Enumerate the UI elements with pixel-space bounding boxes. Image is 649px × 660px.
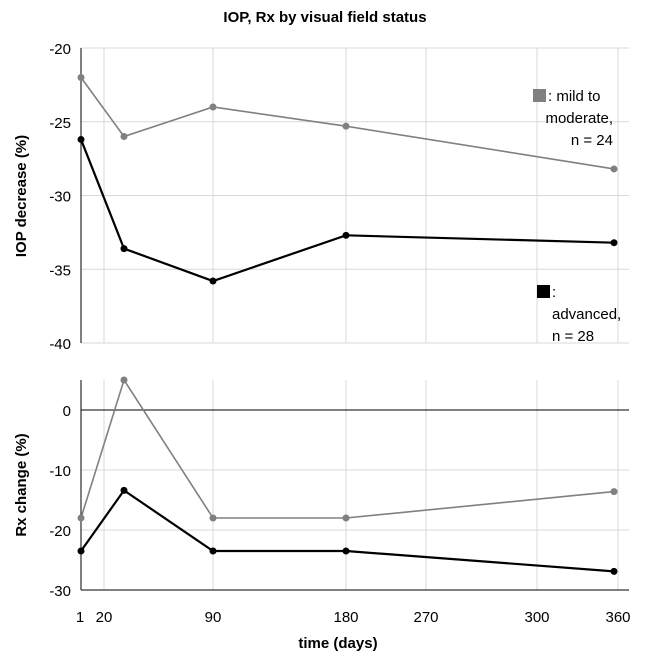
rx-point-mild: [77, 514, 85, 522]
x-axis-label: time (days): [298, 635, 377, 652]
iop-point-mild: [120, 133, 128, 140]
rx-point-advanced: [610, 567, 618, 575]
iop-point-mild: [209, 103, 217, 111]
rx-series-line-advanced: [80, 488, 615, 573]
legend-label-advanced: n = 28: [552, 328, 594, 345]
iop-series-line-advanced: [79, 139, 615, 283]
legend-label-mild: : mild to: [548, 88, 601, 105]
rx-y-axis-label: Rx change (%): [13, 433, 30, 536]
rx-point-advanced: [342, 547, 350, 555]
rx-point-mild: [209, 514, 217, 522]
legend-label-mild: moderate,: [545, 110, 613, 127]
x-tick-label: 20: [96, 609, 113, 626]
rx-point-advanced: [77, 547, 85, 555]
iop-point-advanced: [610, 239, 618, 247]
iop-y-tick-label: -30: [49, 189, 71, 206]
rx-point-mild: [342, 514, 350, 522]
iop-y-tick-label: -20: [49, 41, 71, 58]
iop-point-advanced: [342, 231, 350, 239]
iop-y-tick-label: -25: [49, 115, 71, 132]
iop-point-mild: [342, 122, 350, 130]
legend-label-mild: n = 24: [571, 132, 613, 149]
rx-y-tick-label: -30: [49, 583, 71, 600]
x-tick-label: 360: [605, 609, 630, 626]
rx-y-tick-label: -10: [49, 463, 71, 480]
iop-y-tick-label: -40: [49, 336, 71, 353]
rx-y-tick-label: -20: [49, 523, 71, 540]
iop-point-advanced: [209, 277, 217, 285]
x-tick-label: 180: [333, 609, 358, 626]
x-tick-label: 90: [205, 609, 222, 626]
legend-label-advanced: :: [552, 284, 556, 301]
iop-y-tick-label: -35: [49, 262, 71, 279]
x-tick-label: 270: [413, 609, 438, 626]
iop-point-advanced: [77, 135, 85, 143]
rx-y-tick-label: 0: [63, 403, 71, 420]
x-tick-label: 300: [524, 609, 549, 626]
iop-point-mild: [610, 165, 618, 173]
legend-label-advanced: advanced,: [552, 306, 621, 323]
rx-point-mild: [120, 376, 128, 384]
rx-series-line-mild: [80, 378, 615, 519]
x-tick-label: 1: [76, 609, 84, 626]
iop-point-advanced: [120, 245, 128, 253]
rx-point-advanced: [209, 547, 217, 555]
chart-title: IOP, Rx by visual field status: [223, 9, 426, 26]
legend-swatch-advanced: [537, 285, 550, 298]
rx-point-mild: [610, 488, 618, 496]
iop-y-axis-label: IOP decrease (%): [13, 135, 30, 257]
legend-swatch-mild: [533, 89, 546, 102]
rx-point-advanced: [120, 486, 128, 494]
iop-point-mild: [77, 74, 85, 81]
